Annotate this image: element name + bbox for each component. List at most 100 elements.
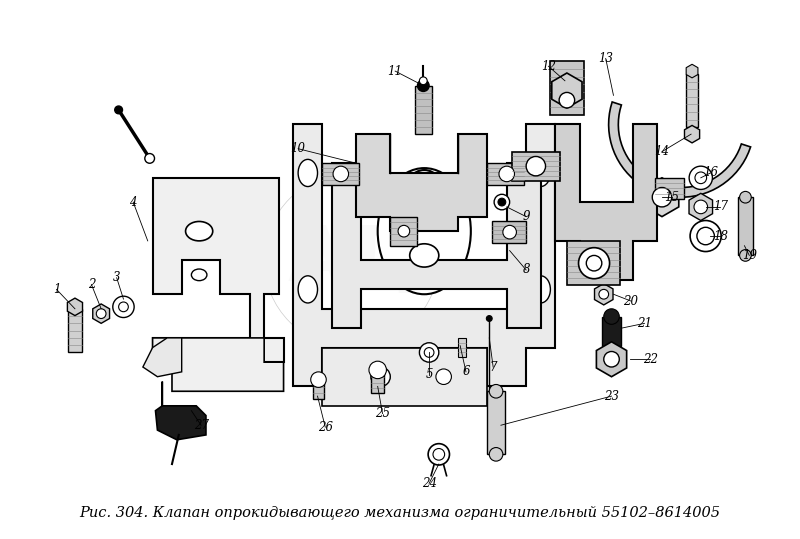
- Circle shape: [490, 447, 503, 461]
- Bar: [686, 74, 698, 127]
- Circle shape: [604, 351, 619, 367]
- Circle shape: [418, 80, 429, 92]
- Ellipse shape: [531, 276, 550, 303]
- Text: 16: 16: [703, 167, 718, 179]
- Polygon shape: [609, 102, 750, 197]
- Circle shape: [697, 227, 714, 245]
- Circle shape: [559, 92, 574, 108]
- Polygon shape: [645, 178, 678, 217]
- Text: Рис. 304. Клапан опрокидывающего механизма ограничительный 55102–8614005: Рис. 304. Клапан опрокидывающего механиз…: [79, 506, 721, 520]
- Text: 5: 5: [426, 368, 433, 381]
- Bar: [550, 61, 584, 115]
- Bar: [602, 316, 622, 345]
- Circle shape: [428, 444, 450, 465]
- Bar: [738, 197, 753, 255]
- Polygon shape: [322, 348, 487, 406]
- Ellipse shape: [186, 222, 213, 241]
- Polygon shape: [594, 284, 613, 305]
- Text: 24: 24: [422, 477, 437, 490]
- Circle shape: [690, 220, 721, 252]
- Circle shape: [578, 247, 610, 279]
- Polygon shape: [356, 134, 487, 231]
- Ellipse shape: [410, 244, 439, 267]
- Polygon shape: [143, 338, 182, 377]
- Text: 3: 3: [113, 271, 121, 284]
- Circle shape: [604, 309, 619, 324]
- Text: 11: 11: [388, 65, 402, 78]
- Text: 15: 15: [664, 191, 679, 204]
- Text: 7: 7: [490, 361, 497, 374]
- Circle shape: [694, 200, 707, 213]
- Text: 23: 23: [604, 390, 619, 403]
- Bar: [655, 178, 684, 199]
- Text: 14: 14: [654, 145, 670, 158]
- Bar: [313, 382, 324, 399]
- Text: 8: 8: [522, 264, 530, 277]
- Circle shape: [503, 225, 517, 239]
- Polygon shape: [67, 298, 82, 316]
- Text: 6: 6: [462, 365, 470, 378]
- Ellipse shape: [378, 168, 471, 294]
- Ellipse shape: [298, 160, 318, 186]
- Text: 22: 22: [643, 353, 658, 366]
- Circle shape: [433, 448, 445, 460]
- Text: 4: 4: [130, 196, 137, 209]
- Bar: [492, 222, 526, 243]
- Bar: [458, 338, 466, 357]
- Bar: [487, 163, 524, 184]
- Text: 13: 13: [598, 52, 613, 65]
- Circle shape: [652, 188, 672, 207]
- Text: 27: 27: [194, 419, 209, 432]
- Polygon shape: [332, 163, 541, 328]
- Polygon shape: [294, 125, 555, 386]
- Circle shape: [419, 77, 427, 85]
- Bar: [511, 151, 560, 181]
- Circle shape: [436, 369, 451, 384]
- Bar: [322, 163, 359, 184]
- Polygon shape: [685, 126, 700, 143]
- Circle shape: [369, 361, 386, 379]
- Bar: [390, 217, 418, 246]
- Polygon shape: [153, 338, 283, 391]
- Circle shape: [526, 156, 546, 176]
- Text: 10: 10: [290, 142, 306, 155]
- Text: 25: 25: [375, 407, 390, 420]
- Text: 9: 9: [522, 210, 530, 223]
- Circle shape: [371, 367, 390, 386]
- Circle shape: [499, 166, 514, 182]
- Circle shape: [739, 250, 751, 261]
- Text: АД: АД: [288, 223, 415, 298]
- Circle shape: [689, 166, 713, 189]
- Circle shape: [490, 384, 503, 398]
- Text: 19: 19: [742, 249, 757, 262]
- Circle shape: [114, 106, 122, 114]
- Text: 21: 21: [637, 317, 652, 330]
- Bar: [487, 391, 505, 454]
- Polygon shape: [552, 73, 582, 108]
- Circle shape: [96, 309, 106, 319]
- Text: 1: 1: [53, 283, 60, 296]
- Circle shape: [419, 343, 439, 362]
- Polygon shape: [596, 342, 626, 377]
- Text: 20: 20: [623, 294, 638, 308]
- Circle shape: [424, 348, 434, 357]
- Polygon shape: [686, 64, 698, 78]
- Polygon shape: [555, 125, 657, 280]
- Circle shape: [586, 255, 602, 271]
- Polygon shape: [93, 304, 110, 323]
- Text: 12: 12: [541, 60, 556, 73]
- Circle shape: [118, 302, 128, 312]
- Polygon shape: [689, 194, 713, 220]
- Circle shape: [145, 154, 154, 163]
- Circle shape: [398, 225, 410, 237]
- Ellipse shape: [191, 269, 207, 281]
- Circle shape: [486, 316, 492, 321]
- Bar: [567, 241, 620, 285]
- Circle shape: [695, 172, 706, 184]
- Bar: [68, 309, 82, 353]
- Text: 26: 26: [318, 420, 333, 434]
- Circle shape: [739, 191, 751, 203]
- Ellipse shape: [403, 170, 446, 224]
- Text: 2: 2: [88, 278, 95, 291]
- Polygon shape: [153, 178, 283, 362]
